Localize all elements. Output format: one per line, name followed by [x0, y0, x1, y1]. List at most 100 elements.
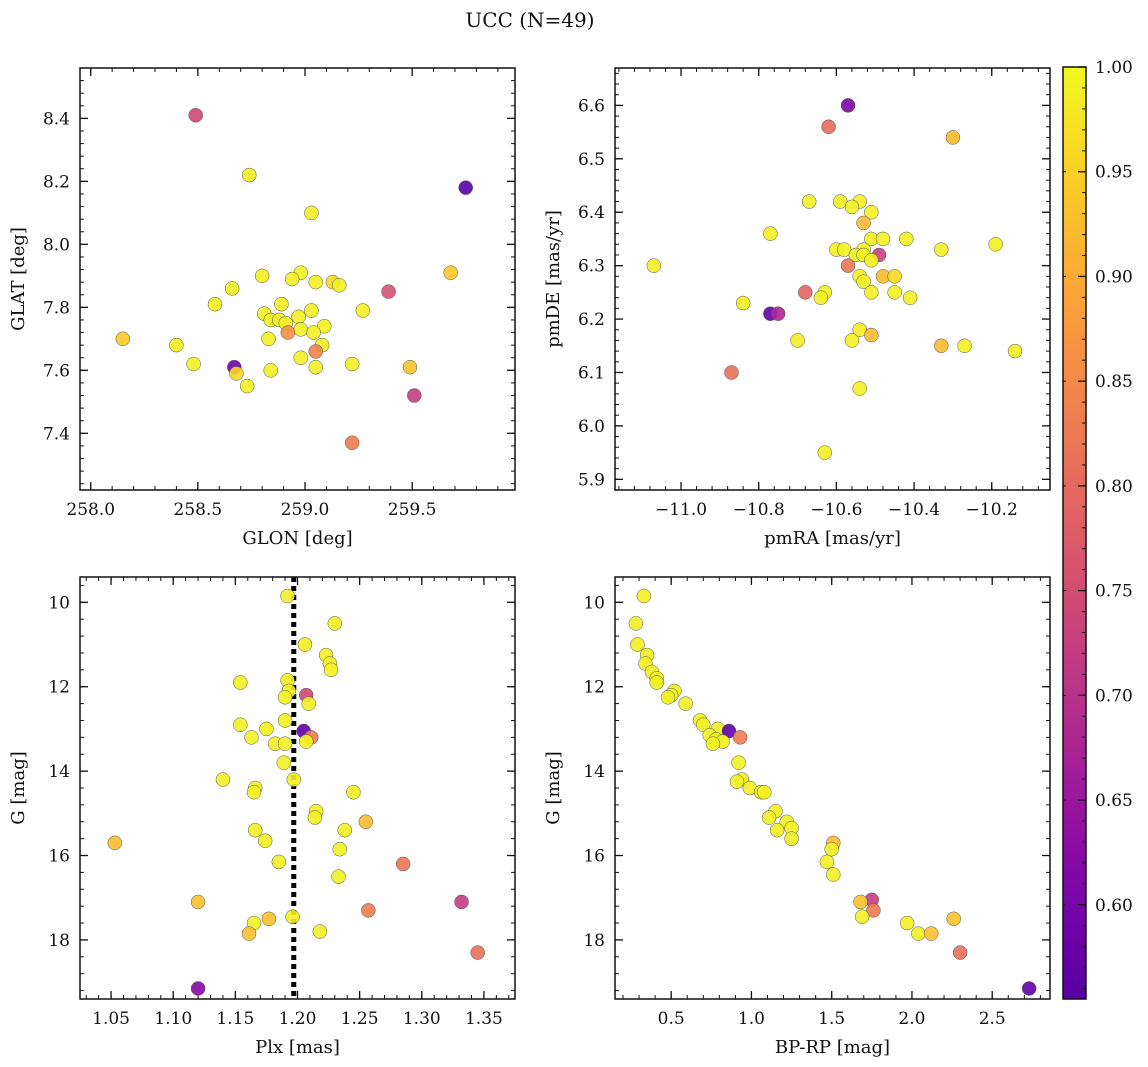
plx-point: [241, 926, 257, 941]
sky-point: [115, 331, 131, 347]
pm-point: [790, 333, 805, 348]
pm-points: [646, 98, 1023, 460]
cmd-point: [946, 911, 961, 927]
colorbar-tick-label: 0.70: [1095, 686, 1133, 706]
colorbar-tick-label: 1.00: [1095, 58, 1133, 78]
sky-point: [207, 296, 223, 312]
pm-point: [864, 327, 879, 343]
cmd-ytick-label: 14: [583, 762, 605, 782]
plx-point: [470, 945, 485, 960]
pm-point: [770, 306, 786, 321]
cmd-xtick-label: 2.5: [979, 1009, 1006, 1029]
pm-point: [852, 381, 867, 396]
colorbar-gradient: [1063, 67, 1086, 999]
pm-point: [817, 445, 832, 460]
pm-point: [945, 130, 961, 145]
sky-ylabel: GLAT [deg]: [8, 227, 29, 331]
cmd-xtick-label: 0.5: [658, 1009, 685, 1029]
sky-ytick-label: 8.4: [43, 109, 70, 129]
pm-ytick-label: 5.9: [578, 470, 605, 490]
sky-point: [443, 265, 458, 280]
colorbar-tick-label: 0.75: [1095, 582, 1133, 602]
pm-point: [844, 333, 860, 348]
plx-ytick-label: 16: [48, 847, 70, 867]
pm-ytick-label: 6.2: [578, 310, 605, 330]
pm-point: [988, 237, 1003, 252]
plx-point: [280, 588, 295, 604]
plx-point: [285, 909, 300, 924]
cmd-frame: [614, 576, 1051, 1000]
plx-point: [233, 675, 248, 690]
plx-point: [190, 981, 206, 996]
cmd-point: [866, 903, 881, 918]
plx-xlabel: Plx [mas]: [255, 1037, 340, 1058]
cmd-ylabel: G [mag]: [543, 751, 564, 824]
sky-point: [284, 271, 300, 287]
pm-point: [844, 199, 860, 215]
sky-points: [115, 107, 473, 451]
pm-point: [646, 258, 662, 273]
plx-ytick-label: 10: [48, 593, 70, 613]
plx-point: [346, 784, 361, 800]
cmd-ytick-label: 12: [583, 678, 605, 698]
plx-point: [215, 772, 231, 787]
sky-point: [355, 303, 371, 318]
plx-minor-ticks: [80, 577, 515, 999]
plx-point: [190, 894, 206, 910]
plx-point: [277, 713, 293, 728]
cmd-xtick-label: 1.5: [818, 1009, 845, 1029]
sky-xtick-label: 258.5: [174, 500, 223, 520]
panels: 258.0 258.5 259.0 259.5 7.4 7.6 7.8 8.0 8.2 8.4 GL…: [8, 67, 1051, 1058]
pm-panel: −11.0 −10.8 −10.6 −10.4 −10.2 5.9 6.0 6.1 6.2 6.3…: [543, 67, 1051, 549]
colorbar-tick-label: 0.90: [1095, 267, 1133, 287]
plx-ytick-label: 18: [48, 931, 70, 951]
cmd-xlabel: BP-RP [mag]: [775, 1037, 890, 1058]
sky-panel: 258.0 258.5 259.0 259.5 7.4 7.6 7.8 8.0 8.2 8.4 GL…: [8, 67, 516, 549]
sky-point: [242, 167, 257, 183]
sky-point: [304, 303, 319, 318]
sky-point: [458, 180, 473, 195]
cmd-points: [628, 588, 1037, 996]
plx-point: [307, 810, 323, 825]
sky-point: [188, 107, 203, 123]
cmd-point: [660, 690, 676, 705]
pm-point: [1007, 343, 1023, 359]
pm-point: [856, 215, 871, 231]
pm-ytick-label: 6.0: [578, 417, 605, 437]
cmd-point: [721, 723, 737, 739]
plx-point: [257, 833, 273, 848]
pm-point: [735, 295, 751, 311]
cmd-point: [649, 675, 664, 690]
sky-point: [293, 350, 308, 365]
cmd-point: [696, 717, 711, 732]
pm-point: [724, 365, 739, 380]
plx-xtick-label: 1.30: [403, 1009, 441, 1029]
cmd-point: [628, 616, 644, 631]
cmd-point: [826, 867, 841, 882]
sky-point: [344, 356, 360, 372]
sky-point: [263, 363, 278, 378]
cmd-point: [824, 841, 839, 857]
cmd-minor-ticks: [615, 577, 1050, 999]
sky-ytick-label: 7.4: [43, 424, 70, 444]
cmd-point: [757, 784, 772, 800]
pm-xtick-label: −11.0: [655, 500, 707, 520]
plx-point: [395, 856, 411, 872]
pm-point: [840, 98, 856, 113]
cmd-panel: 0.5 1.0 1.5 2.0 2.5 10 12 14 16 18 BP-RP [mag] G [m…: [543, 576, 1051, 1058]
plx-point: [247, 822, 263, 838]
cmd-major-ticks: [615, 577, 1050, 999]
plx-point: [271, 854, 287, 870]
colorbar-tick-label: 0.80: [1095, 477, 1133, 497]
plx-ytick-label: 12: [48, 678, 70, 698]
plx-ytick-label: 14: [48, 762, 70, 782]
plx-point: [261, 911, 277, 927]
pm-point: [801, 194, 817, 209]
cmd-point: [899, 915, 915, 931]
cmd-point: [784, 831, 799, 846]
colorbar-tick-label: 0.85: [1095, 372, 1133, 392]
plx-point: [454, 894, 469, 910]
cmd-point: [853, 894, 868, 910]
pm-frame: [614, 67, 1051, 491]
plx-xtick-label: 1.10: [154, 1009, 192, 1029]
